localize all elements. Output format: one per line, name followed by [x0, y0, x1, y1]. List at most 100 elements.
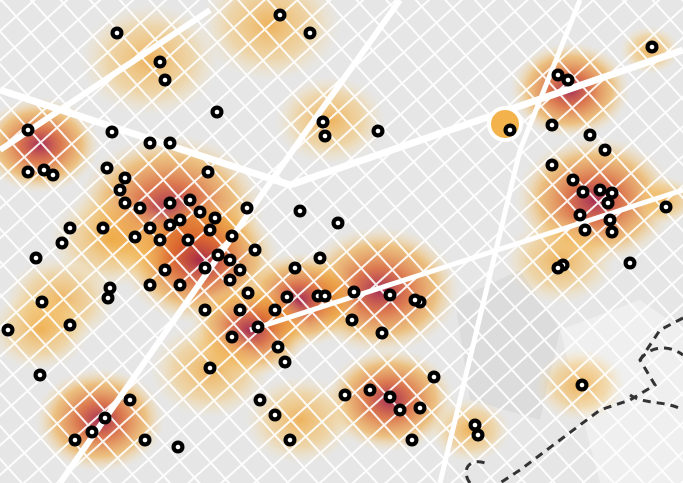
poi-marker-icon[interactable] [605, 225, 619, 239]
poi-marker-icon[interactable] [363, 383, 377, 397]
poi-marker-icon[interactable] [623, 256, 637, 270]
poi-marker-icon[interactable] [248, 243, 262, 257]
poi-marker-icon[interactable] [471, 428, 485, 442]
poi-marker-icon[interactable] [193, 205, 207, 219]
poi-marker-icon[interactable] [561, 73, 575, 87]
poi-marker-icon[interactable] [288, 261, 302, 275]
poi-marker-icon[interactable] [405, 433, 419, 447]
poi-marker-icon[interactable] [181, 233, 195, 247]
poi-marker-icon[interactable] [280, 290, 294, 304]
poi-marker-icon[interactable] [605, 186, 619, 200]
poi-marker-icon[interactable] [118, 171, 132, 185]
poi-marker-icon[interactable] [211, 248, 225, 262]
poi-marker-icon[interactable] [278, 355, 292, 369]
poi-marker-icon[interactable] [98, 411, 112, 425]
poi-marker-icon[interactable] [203, 361, 217, 375]
poi-marker-icon[interactable] [163, 218, 177, 232]
poi-marker-icon[interactable] [598, 143, 612, 157]
poi-marker-icon[interactable] [105, 125, 119, 139]
poi-marker-icon[interactable] [21, 123, 35, 137]
poi-marker-icon[interactable] [383, 288, 397, 302]
poi-marker-icon[interactable] [551, 68, 565, 82]
poi-marker-icon[interactable] [347, 285, 361, 299]
poi-marker-icon[interactable] [601, 196, 615, 210]
poi-marker-icon[interactable] [171, 440, 185, 454]
poi-marker-icon[interactable] [576, 185, 590, 199]
poi-marker-icon[interactable] [110, 26, 124, 40]
poi-marker-icon[interactable] [645, 40, 659, 54]
poi-marker-icon[interactable] [46, 168, 60, 182]
poi-marker-icon[interactable] [173, 213, 187, 227]
poi-marker-icon[interactable] [173, 278, 187, 292]
poi-marker-icon[interactable] [133, 201, 147, 215]
poi-marker-icon[interactable] [603, 213, 617, 227]
poi-marker-icon[interactable] [583, 128, 597, 142]
poi-marker-icon[interactable] [143, 278, 157, 292]
poi-marker-icon[interactable] [313, 251, 327, 265]
poi-marker-icon[interactable] [163, 196, 177, 210]
poi-marker-icon[interactable] [573, 208, 587, 222]
poi-marker-icon[interactable] [63, 318, 77, 332]
poi-marker-icon[interactable] [566, 173, 580, 187]
poi-marker-icon[interactable] [1, 323, 15, 337]
poi-marker-icon[interactable] [271, 340, 285, 354]
poi-marker-icon[interactable] [143, 221, 157, 235]
poi-marker-icon[interactable] [338, 388, 352, 402]
poi-marker-icon[interactable] [293, 204, 307, 218]
poi-marker-icon[interactable] [210, 105, 224, 119]
poi-marker-icon[interactable] [163, 136, 177, 150]
poi-marker-icon[interactable] [253, 393, 267, 407]
poi-marker-icon[interactable] [273, 8, 287, 22]
poi-marker-icon[interactable] [383, 390, 397, 404]
poi-marker-icon[interactable] [138, 433, 152, 447]
poi-marker-icon[interactable] [198, 261, 212, 275]
poi-marker-icon[interactable] [29, 251, 43, 265]
poi-marker-icon[interactable] [55, 236, 69, 250]
poi-marker-icon[interactable] [203, 223, 217, 237]
poi-marker-icon[interactable] [593, 183, 607, 197]
poi-marker-icon[interactable] [413, 401, 427, 415]
poi-marker-icon[interactable] [303, 26, 317, 40]
poi-marker-icon[interactable] [427, 370, 441, 384]
poi-marker-icon[interactable] [575, 378, 589, 392]
poi-marker-icon[interactable] [268, 408, 282, 422]
poi-marker-icon[interactable] [225, 330, 239, 344]
poi-marker-icon[interactable] [393, 403, 407, 417]
poi-marker-icon[interactable] [316, 115, 330, 129]
poi-marker-icon[interactable] [223, 253, 237, 267]
poi-marker-icon[interactable] [240, 201, 254, 215]
poi-marker-icon[interactable] [158, 73, 172, 87]
poi-marker-icon[interactable] [225, 229, 239, 243]
poi-marker-icon[interactable] [21, 165, 35, 179]
poi-marker-icon[interactable] [113, 183, 127, 197]
poi-marker-icon[interactable] [233, 263, 247, 277]
poi-marker-icon[interactable] [241, 286, 255, 300]
poi-marker-icon[interactable] [251, 320, 265, 334]
poi-marker-icon[interactable] [371, 124, 385, 138]
poi-marker-icon[interactable] [208, 211, 222, 225]
poi-marker-icon[interactable] [551, 261, 565, 275]
poi-marker-icon[interactable] [283, 433, 297, 447]
poi-marker-icon[interactable] [35, 295, 49, 309]
poi-marker-icon[interactable] [503, 123, 517, 137]
poi-marker-icon[interactable] [468, 418, 482, 432]
poi-marker-icon[interactable] [96, 221, 110, 235]
poi-marker-icon[interactable] [123, 393, 137, 407]
poi-marker-icon[interactable] [375, 326, 389, 340]
poi-marker-icon[interactable] [201, 165, 215, 179]
poi-marker-icon[interactable] [158, 263, 172, 277]
poi-marker-icon[interactable] [223, 273, 237, 287]
poi-marker-icon[interactable] [331, 216, 345, 230]
poi-marker-icon[interactable] [545, 118, 559, 132]
poi-marker-icon[interactable] [100, 161, 114, 175]
poi-marker-icon[interactable] [128, 230, 142, 244]
poi-marker-icon[interactable] [101, 291, 115, 305]
poi-marker-icon[interactable] [33, 368, 47, 382]
poi-marker-icon[interactable] [183, 193, 197, 207]
poi-marker-icon[interactable] [153, 233, 167, 247]
poi-marker-icon[interactable] [233, 303, 247, 317]
poi-marker-icon[interactable] [118, 196, 132, 210]
poi-marker-icon[interactable] [345, 313, 359, 327]
